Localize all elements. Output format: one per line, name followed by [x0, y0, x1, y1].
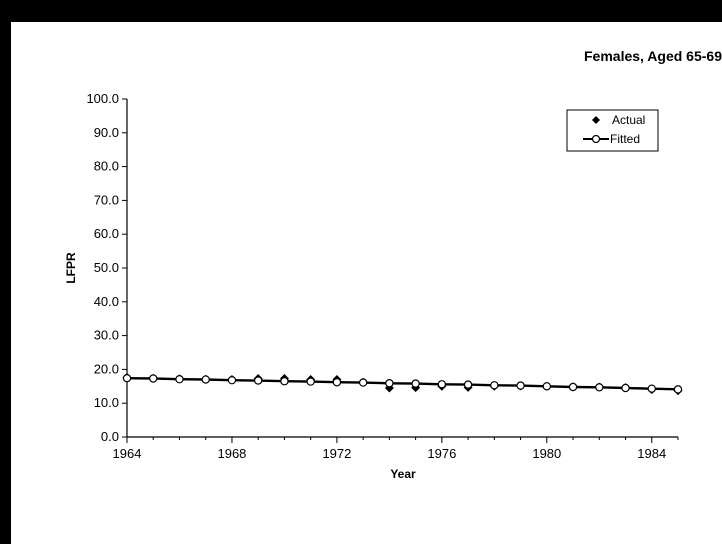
y-tick-label: 20.0	[94, 361, 119, 376]
fitted-point	[227, 376, 237, 385]
x-axis-ticks: 1964 1968 1972 1976 1980 1984	[113, 437, 679, 461]
fitted-point	[673, 385, 683, 394]
fitted-point	[201, 375, 210, 384]
legend-fitted-label: Fitted	[610, 132, 640, 146]
legend: Actual Fitted	[566, 109, 659, 152]
x-tick-label: 1980	[532, 446, 561, 461]
y-tick-label: 70.0	[94, 192, 119, 207]
fitted-point	[253, 376, 263, 385]
chart-title: Females, Aged 65-69	[584, 48, 722, 64]
fitted-point	[149, 374, 158, 383]
fitted-point	[595, 383, 604, 392]
x-tick-label: 1972	[322, 446, 351, 461]
fitted-point	[122, 373, 132, 383]
fitted-point	[542, 382, 552, 391]
fitted-point	[332, 378, 342, 387]
x-tick-label: 1984	[637, 446, 666, 461]
fitted-point	[280, 377, 289, 386]
line-chart: Females, Aged 65-69 0.0 10.0 20.0 30.0 40.0 5…	[64, 48, 722, 481]
x-tick-label: 1964	[113, 446, 142, 461]
y-axis-ticks: 0.0 10.0 20.0 30.0 40.0 50.0 60.0 70.0 80.0 90.0 1…	[86, 91, 127, 444]
y-tick-label: 30.0	[94, 328, 119, 343]
x-axis-title: Year	[390, 467, 416, 481]
y-tick-label: 50.0	[94, 260, 119, 275]
fitted-point	[516, 381, 525, 390]
fitted-point	[385, 379, 394, 388]
fitted-series-line	[126, 377, 679, 391]
fitted-point	[437, 380, 447, 389]
legend-box	[566, 109, 659, 152]
chart-panel: Females, Aged 65-69 0.0 10.0 20.0 30.0 40.0 5…	[11, 22, 722, 544]
fitted-point	[358, 378, 368, 387]
y-tick-label: 100.0	[86, 91, 119, 106]
fitted-point	[621, 383, 630, 393]
fitted-point	[306, 377, 315, 386]
legend-actual-label: Actual	[612, 113, 645, 127]
y-tick-label: 40.0	[94, 294, 119, 309]
fitted-point	[490, 381, 499, 390]
fitted-point	[568, 382, 578, 392]
legend-actual-marker	[592, 116, 600, 124]
fitted-point	[463, 380, 473, 389]
fitted-point	[175, 375, 184, 384]
y-tick-label: 0.0	[101, 429, 119, 444]
legend-fitted-marker	[591, 134, 601, 144]
fitted-point	[647, 384, 656, 393]
x-tick-label: 1976	[427, 446, 456, 461]
fitted-line-path	[126, 377, 679, 391]
y-axis-title: LFPR	[64, 252, 78, 284]
series-markers	[122, 373, 683, 396]
y-tick-label: 10.0	[94, 395, 119, 410]
y-tick-label: 90.0	[94, 125, 119, 140]
fitted-point	[411, 379, 420, 388]
y-tick-label: 80.0	[94, 159, 119, 174]
y-tick-label: 60.0	[94, 226, 119, 241]
x-tick-label: 1968	[217, 446, 246, 461]
